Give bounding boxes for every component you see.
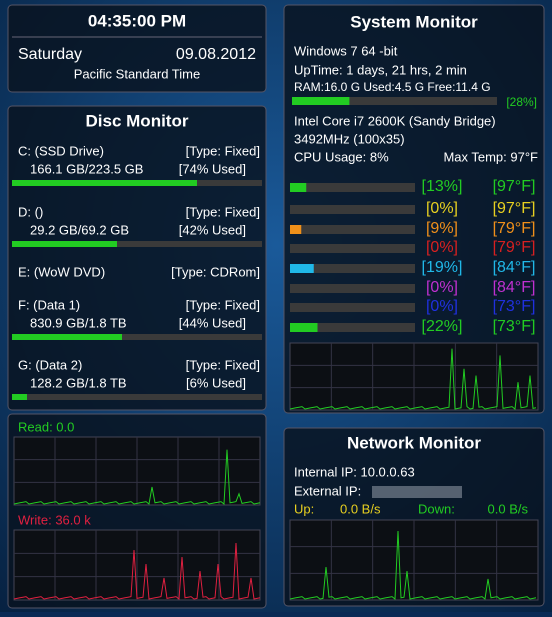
drive-usage: 29.2 GB/69.2 GB	[30, 222, 129, 237]
core-pct: [13%]	[422, 178, 463, 195]
core-pct: [0%]	[426, 200, 458, 217]
down-value: 0.0 B/s	[488, 501, 529, 516]
up-label: Up:	[294, 501, 314, 516]
drive-bar-track	[12, 241, 262, 247]
core-bar	[290, 264, 314, 273]
disc-title: Disc Monitor	[86, 111, 189, 130]
cpu-usage: CPU Usage: 8%	[294, 149, 389, 164]
drive-bar-track	[12, 334, 262, 340]
cpu-graph-line	[289, 348, 537, 410]
date: 09.08.2012	[176, 46, 256, 63]
ram-bar	[292, 97, 350, 105]
drive-type: [Type: Fixed]	[186, 297, 260, 312]
core-temp: [84°F]	[493, 259, 536, 276]
core-bar-track	[290, 284, 415, 293]
drive-name: G: (Data 2)	[18, 357, 82, 372]
core-temp: [79°F]	[493, 220, 536, 237]
core-temp: [84°F]	[493, 279, 536, 296]
core-bar	[290, 225, 302, 234]
net-graph-line	[289, 530, 537, 601]
system-title: System Monitor	[350, 12, 478, 31]
drive-type: [Type: Fixed]	[186, 357, 260, 372]
core-bar-track	[290, 244, 415, 253]
graphs	[13, 342, 539, 601]
core-temp: [79°F]	[493, 239, 536, 256]
core-bar-track	[290, 225, 415, 234]
drive-usage: 166.1 GB/223.5 GB	[30, 161, 143, 176]
max-temp: Max Temp: 97°F	[443, 149, 538, 164]
drive-usage: 128.2 GB/1.8 TB	[30, 375, 127, 390]
drive-name: F: (Data 1)	[18, 297, 80, 312]
network-title: Network Monitor	[347, 433, 481, 452]
core-bar-track	[290, 323, 415, 332]
drive-bar	[12, 394, 27, 400]
core-pct: [0%]	[426, 298, 458, 315]
drive-name: C: (SSD Drive)	[18, 143, 104, 158]
read-graph-line	[13, 449, 261, 505]
clock-panel	[7, 4, 267, 93]
clock-time: 04:35:00 PM	[88, 11, 186, 30]
core-bar-track	[290, 205, 415, 214]
up-value: 0.0 B/s	[340, 501, 381, 516]
drive-used: [42% Used]	[179, 222, 246, 237]
drive-bar	[12, 241, 117, 247]
core-pct: [19%]	[422, 259, 463, 276]
down-label: Down:	[418, 501, 455, 516]
core-temp: [97°F]	[493, 178, 536, 195]
internal-ip: Internal IP: 10.0.0.63	[294, 464, 415, 479]
drive-name: E: (WoW DVD)	[18, 264, 105, 279]
day: Saturday	[18, 46, 82, 63]
read-label: Read: 0.0	[18, 419, 74, 434]
timezone: Pacific Standard Time	[74, 66, 200, 81]
drive-bar	[12, 334, 122, 340]
core-bar	[290, 323, 318, 332]
core-temp: [97°F]	[493, 200, 536, 217]
ram-pct: [28%]	[506, 95, 537, 109]
cpu-speed: 3492MHz (100x35)	[294, 131, 405, 146]
core-pct: [0%]	[426, 279, 458, 296]
drive-type: [Type: CDRom]	[171, 264, 260, 279]
ram: RAM:16.0 G Used:4.5 G Free:11.4 G	[294, 80, 491, 94]
core-bar	[290, 183, 307, 192]
core-bar-track	[290, 303, 415, 312]
drive-bar	[12, 180, 197, 186]
write-graph-line	[13, 542, 261, 600]
drive-usage: 830.9 GB/1.8 TB	[30, 315, 127, 330]
drive-type: [Type: Fixed]	[186, 204, 260, 219]
core-pct: [9%]	[426, 220, 458, 237]
core-temp: [73°F]	[493, 298, 536, 315]
drive-used: [44% Used]	[179, 315, 246, 330]
core-temp: [73°F]	[493, 318, 536, 335]
core-bar-track	[290, 264, 415, 273]
drive-used: [6% Used]	[186, 375, 246, 390]
ip-blur	[372, 486, 462, 498]
uptime: UpTime: 1 days, 21 hrs, 2 min	[294, 62, 467, 77]
core-bar-track	[290, 183, 415, 192]
drive-name: D: ()	[18, 204, 43, 219]
drive-used: [74% Used]	[179, 161, 246, 176]
external-ip: External IP:	[294, 483, 361, 498]
os: Windows 7 64 -bit	[294, 43, 398, 58]
cpu: Intel Core i7 2600K (Sandy Bridge)	[294, 113, 496, 128]
write-label: Write: 36.0 k	[18, 512, 91, 527]
ram-bar-track	[292, 97, 497, 105]
core-pct: [0%]	[426, 239, 458, 256]
drive-type: [Type: Fixed]	[186, 143, 260, 158]
drive-bar-track	[12, 394, 262, 400]
core-pct: [22%]	[422, 318, 463, 335]
